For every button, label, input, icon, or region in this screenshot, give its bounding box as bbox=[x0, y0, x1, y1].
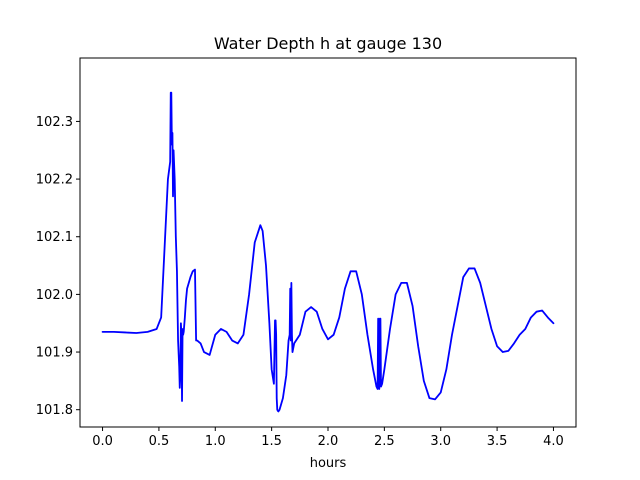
x-axis-label: hours bbox=[310, 456, 347, 471]
x-tick-label: 3.0 bbox=[430, 434, 451, 449]
x-axis-ticks: 0.0 0.5 1.0 1.5 2.0 2.5 3.0 3.5 4.0 bbox=[92, 427, 564, 449]
y-tick-label: 101.8 bbox=[36, 403, 73, 418]
series-line-0 bbox=[101, 91, 555, 413]
y-tick-label: 102.0 bbox=[36, 288, 73, 303]
x-tick-label: 4.0 bbox=[543, 434, 564, 449]
x-tick-label: 1.0 bbox=[205, 434, 226, 449]
x-tick-label: 0.0 bbox=[92, 434, 113, 449]
x-tick-label: 2.5 bbox=[374, 434, 395, 449]
y-tick-label: 102.2 bbox=[36, 173, 73, 188]
y-tick-label: 102.3 bbox=[36, 115, 73, 130]
x-tick-label: 3.5 bbox=[487, 434, 508, 449]
chart-title: Water Depth h at gauge 130 bbox=[214, 34, 442, 53]
y-tick-label: 101.9 bbox=[36, 346, 73, 361]
x-tick-label: 1.5 bbox=[261, 434, 282, 449]
x-tick-label: 0.5 bbox=[149, 434, 170, 449]
x-tick-label: 2.0 bbox=[318, 434, 339, 449]
y-tick-label: 102.1 bbox=[36, 230, 73, 245]
y-axis-ticks: 101.8 101.9 102.0 102.1 102.2 102.3 bbox=[36, 115, 80, 418]
